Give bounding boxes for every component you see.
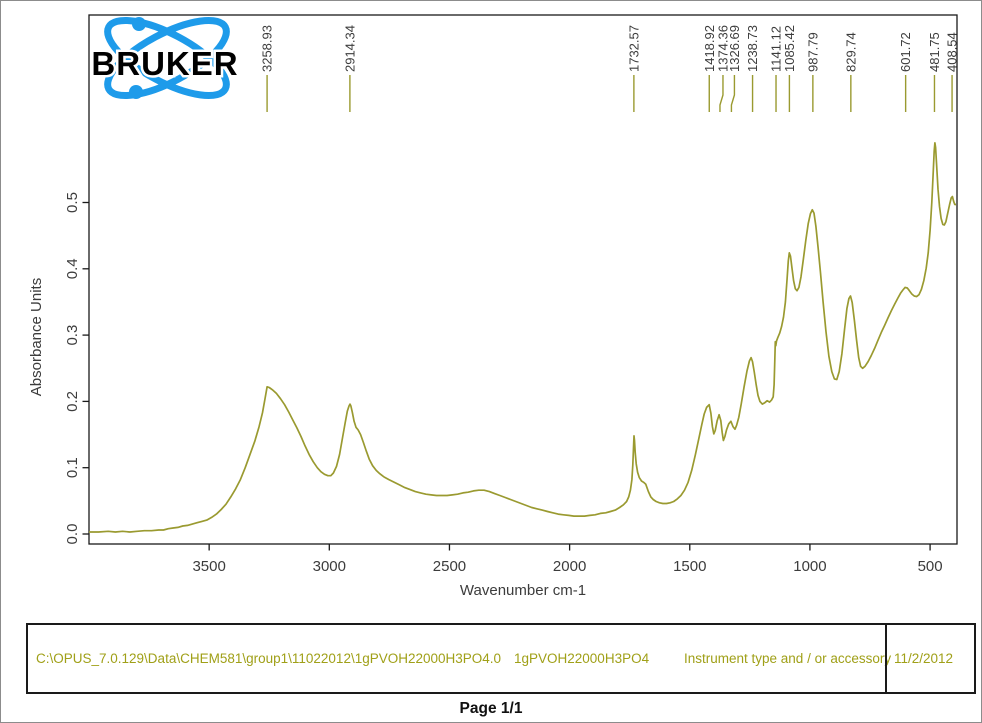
peak-annotation-label: 1326.69: [727, 25, 742, 72]
y-tick-label: 0.4: [64, 258, 81, 279]
page-number: Page 1/1: [459, 700, 523, 717]
x-tick-label: 2500: [433, 558, 466, 575]
y-tick-label: 0.2: [64, 391, 81, 412]
peak-annotation-label: 987.79: [805, 32, 820, 72]
plot-frame: [88, 14, 958, 545]
bruker-atom-dot-bottom: [129, 85, 143, 99]
bruker-atom-dot-top: [132, 17, 146, 31]
x-tick-label: 1000: [793, 558, 826, 575]
peak-annotation-label: 408.54: [945, 32, 960, 72]
x-tick-label: 500: [918, 558, 943, 575]
peak-annotation-label: 601.72: [898, 32, 913, 72]
x-tick-label: 2000: [553, 558, 586, 575]
y-tick-label: 0.3: [64, 325, 81, 346]
peak-annotation-label: 481.75: [927, 32, 942, 72]
info-box: C:\OPUS_7.0.129\Data\CHEM581\group1\1102…: [26, 623, 976, 694]
peak-annotation-label: 1141.12: [769, 26, 784, 72]
y-axis-title: Absorbance Units: [28, 278, 45, 396]
peak-annotation-label: 1085.42: [782, 25, 797, 72]
instrument-label: Instrument type and / or accessory: [684, 651, 892, 666]
spectrum-curve: [89, 141, 956, 533]
x-tick-label: 1500: [673, 558, 706, 575]
y-tick-label: 0.0: [64, 524, 81, 545]
bruker-logo: BRUKER: [89, 16, 239, 100]
y-tick-label: 0.5: [64, 192, 81, 213]
peak-annotation-label: 829.74: [843, 32, 858, 72]
bruker-logo-text: BRUKER: [91, 45, 238, 82]
peak-annotation-label: 1732.57: [626, 25, 641, 72]
x-axis-title: Wavenumber cm-1: [460, 582, 586, 599]
sample-name: 1gPVOH22000H3PO4: [514, 651, 650, 666]
date-label: 11/2/2012: [894, 651, 954, 666]
peak-annotation-label: 1418.92: [702, 25, 717, 72]
file-path: C:\OPUS_7.0.129\Data\CHEM581\group1\1102…: [36, 651, 502, 666]
x-tick-label: 3500: [192, 558, 225, 575]
peak-annotation-line: [730, 75, 736, 112]
bruker-atom-icon: [104, 16, 230, 100]
peak-annotation-label: 1374.36: [715, 25, 730, 72]
x-tick-label: 3000: [313, 558, 346, 575]
peak-annotation-line: [719, 75, 724, 112]
peak-annotation-label: 1238.73: [745, 25, 760, 72]
peak-annotation-label: 2914.34: [342, 25, 357, 72]
info-box-divider: [885, 625, 887, 692]
peak-annotation-label: 3258.93: [260, 25, 275, 72]
y-tick-label: 0.1: [64, 457, 81, 478]
